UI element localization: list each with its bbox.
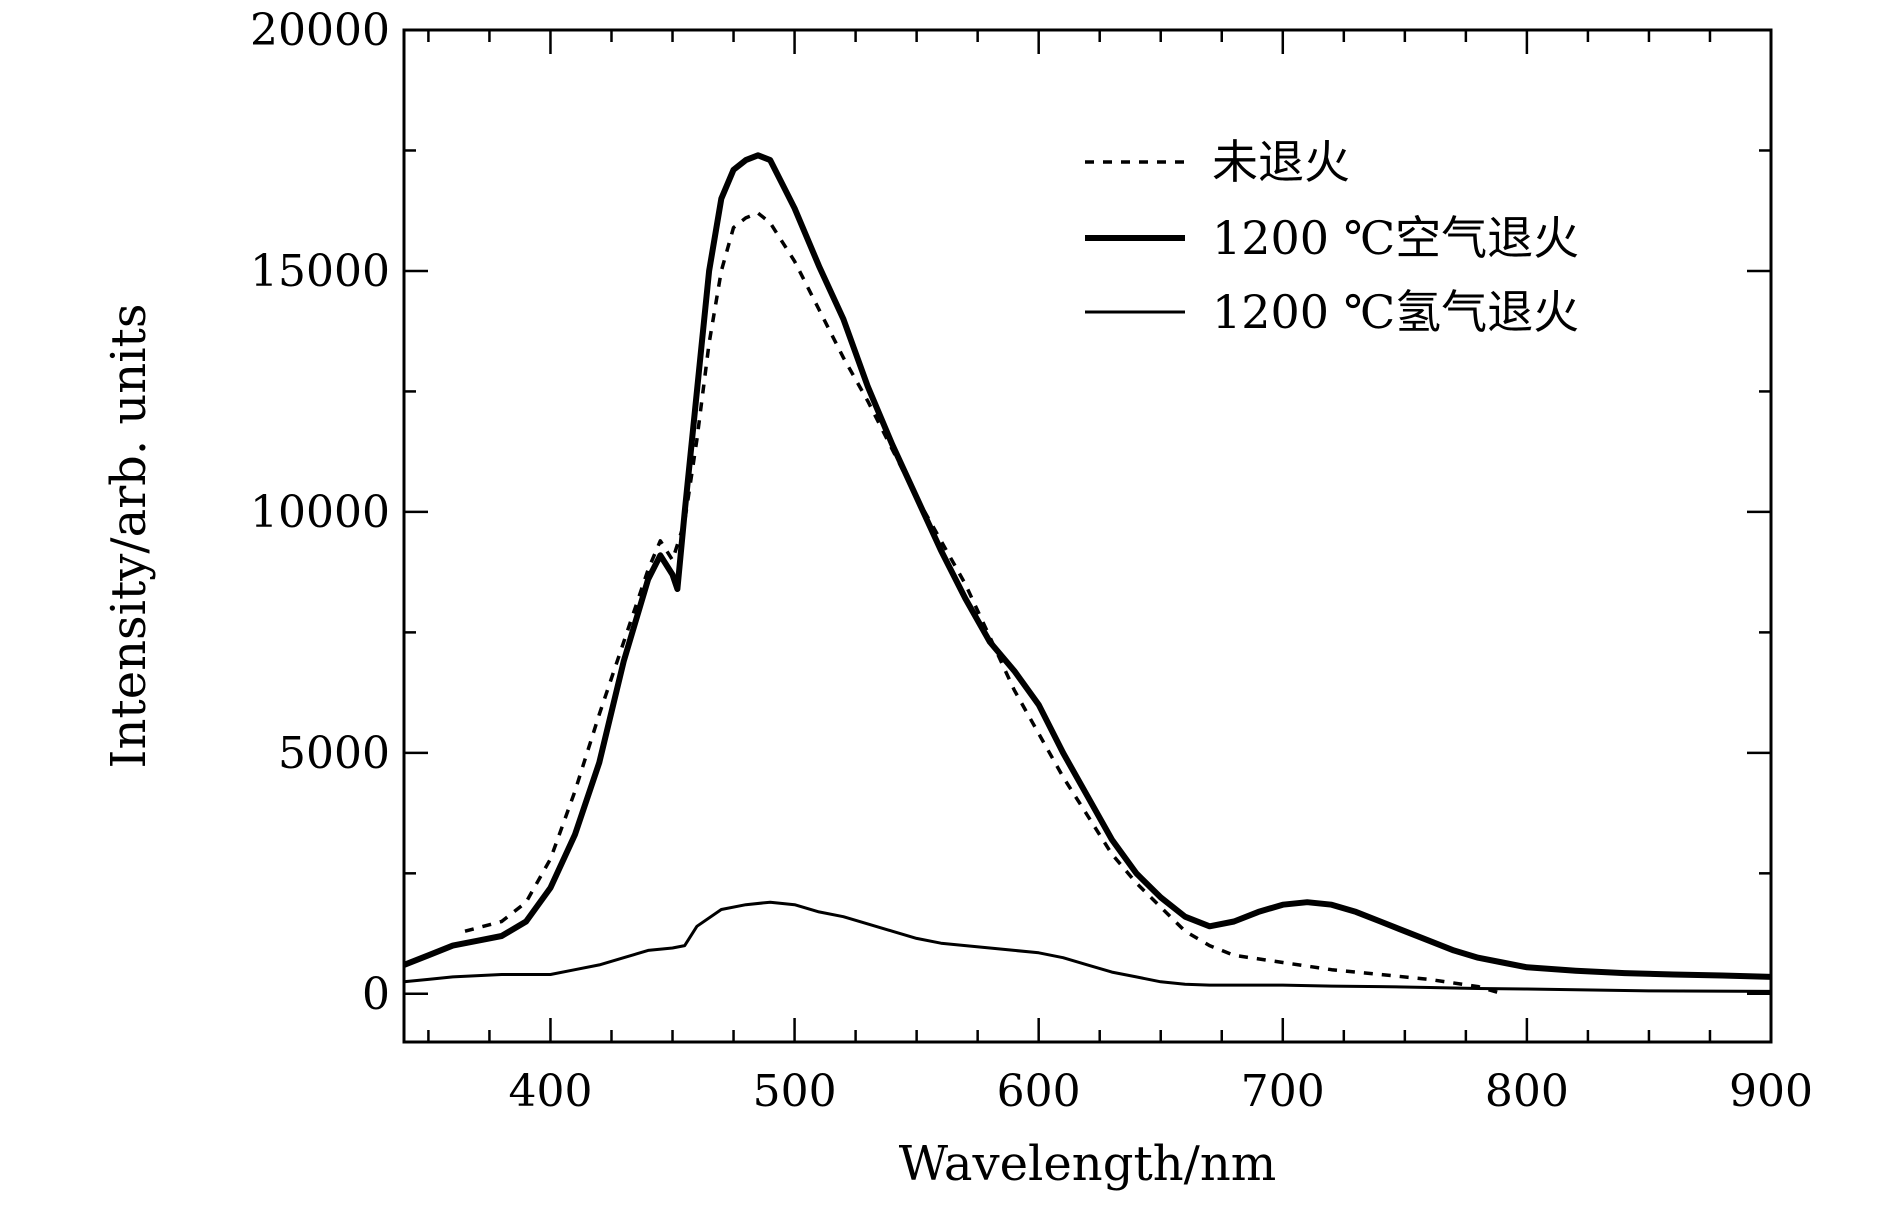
y-tick-label: 5000 (278, 728, 390, 779)
series-line-2 (402, 152, 1772, 980)
x-tick-label: 500 (753, 1066, 837, 1117)
x-axis-label: Wavelength/nm (899, 1136, 1277, 1192)
series-line-3 (403, 900, 1772, 993)
y-tick-label: 15000 (250, 246, 390, 297)
x-tick-label: 600 (997, 1066, 1081, 1117)
x-tick-label: 800 (1485, 1066, 1569, 1117)
tick-labels: 400 500 600 700 800 900 0 5000 10000 15000 20000 (250, 5, 1813, 1117)
y-tick-label: 0 (362, 969, 390, 1020)
x-tick-label: 700 (1241, 1066, 1325, 1117)
tick-marks (404, 28, 1773, 1042)
legend-label-2: 1200 ℃空气退火 (1212, 211, 1579, 265)
x-tick-label: 400 (508, 1066, 592, 1117)
y-axis-label: Intensity/arb. units (101, 304, 157, 769)
series-layer (402, 152, 1772, 996)
plot-frame (402, 28, 1773, 1044)
series-line-1 (464, 211, 1503, 996)
legend: 未退火 1200 ℃空气退火 1200 ℃氢气退火 (1085, 135, 1579, 339)
y-tick-label: 20000 (250, 5, 390, 56)
y-tick-label: 10000 (250, 487, 390, 538)
legend-label-3: 1200 ℃氢气退火 (1212, 285, 1579, 339)
legend-label-1: 未退火 (1212, 135, 1350, 189)
x-tick-label: 900 (1729, 1066, 1813, 1117)
